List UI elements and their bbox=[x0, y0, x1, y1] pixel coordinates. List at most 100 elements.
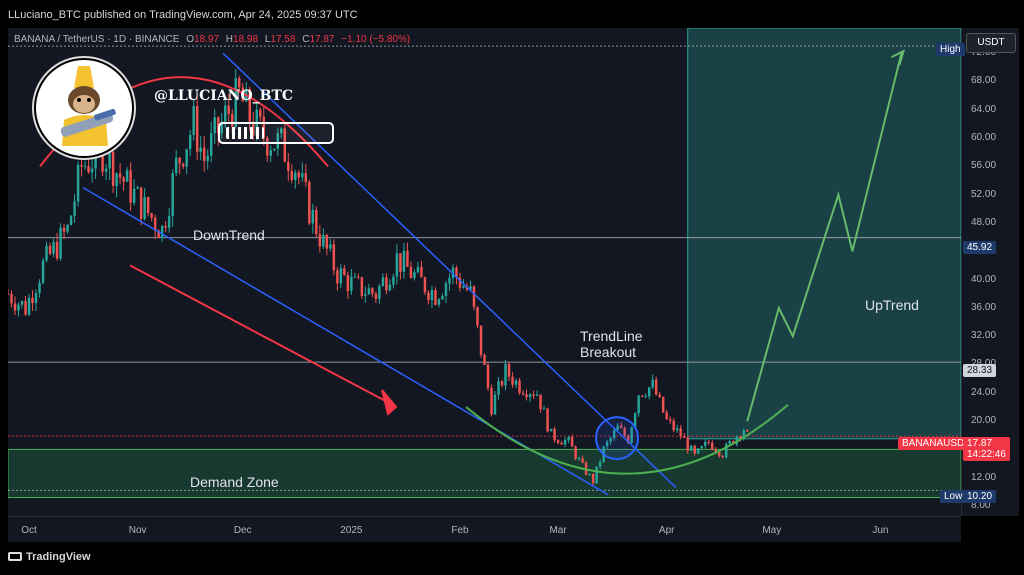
price-axis[interactable]: 72.0068.0064.0060.0056.0052.0048.0044.00… bbox=[961, 28, 1019, 516]
candle-body bbox=[556, 440, 560, 443]
candle-body bbox=[490, 388, 493, 415]
candle-body bbox=[402, 250, 406, 272]
candle-body bbox=[458, 277, 462, 288]
candle-body bbox=[66, 224, 69, 232]
published-text: LLuciano_BTC published on TradingView.co… bbox=[8, 9, 358, 21]
candle-body bbox=[479, 325, 483, 355]
price-tick-label: 52.00 bbox=[971, 188, 997, 200]
candle-body bbox=[476, 306, 479, 326]
candle-body bbox=[549, 428, 553, 432]
time-tick-label: Jun bbox=[872, 525, 889, 536]
down-arrow-line bbox=[129, 264, 391, 405]
candle-body bbox=[294, 172, 297, 180]
chart-area[interactable]: BANANA / TetherUS · 1D · BINANCE O18.97 … bbox=[8, 28, 961, 516]
tradingview-logo-icon bbox=[8, 552, 22, 561]
candle-body bbox=[406, 250, 409, 267]
candle-body bbox=[248, 88, 251, 122]
candle-body bbox=[647, 387, 651, 397]
candle-body bbox=[188, 135, 192, 150]
candle-body bbox=[80, 164, 83, 167]
candle-body bbox=[27, 297, 31, 315]
candle-body bbox=[69, 215, 73, 225]
candle-body bbox=[728, 440, 731, 444]
level-28-badge: 28.33 bbox=[963, 364, 997, 377]
candle-body bbox=[577, 458, 581, 460]
candle-body bbox=[350, 276, 353, 292]
candle-body bbox=[725, 443, 728, 458]
candle-body bbox=[34, 293, 38, 304]
candle-body bbox=[535, 394, 539, 396]
candle-body bbox=[707, 441, 710, 443]
candle-body bbox=[273, 148, 276, 151]
candle-body bbox=[462, 286, 465, 288]
time-tick-label: Oct bbox=[21, 525, 37, 536]
candle-body bbox=[160, 225, 164, 239]
candle-body bbox=[357, 276, 360, 278]
currency-button[interactable]: USDT bbox=[966, 33, 1016, 53]
candle-body bbox=[132, 188, 136, 203]
candle-body bbox=[171, 173, 174, 217]
candle-body bbox=[48, 245, 52, 254]
candle-body bbox=[374, 293, 378, 299]
candle-body bbox=[413, 272, 416, 279]
candle-body bbox=[528, 394, 532, 398]
candle-body bbox=[619, 425, 623, 428]
price-tick-label: 48.00 bbox=[971, 216, 997, 228]
candle-body bbox=[560, 442, 563, 445]
high-label: H bbox=[225, 34, 234, 45]
candle-body bbox=[108, 152, 111, 169]
time-axis[interactable]: Oct Nov Dec 2025 Feb Mar Apr May Jun bbox=[8, 516, 961, 543]
tradingview-logo-text: TradingView bbox=[26, 551, 91, 563]
candle-body bbox=[640, 395, 644, 397]
candle-body bbox=[739, 436, 742, 439]
candle-body bbox=[45, 245, 48, 261]
candle-body bbox=[353, 276, 357, 278]
bottom-curve bbox=[465, 404, 789, 475]
candle-body bbox=[486, 364, 490, 389]
tradingview-logo[interactable]: TradingView bbox=[8, 551, 91, 563]
candle-body bbox=[59, 227, 62, 259]
candle-body bbox=[612, 430, 616, 439]
candle-body bbox=[318, 234, 322, 247]
breakout-circle bbox=[595, 416, 639, 461]
trendline-breakout-label-line2: Breakout bbox=[580, 344, 637, 360]
symbol-tag-badge: BANANAUSDT bbox=[898, 437, 975, 450]
candle-body bbox=[588, 473, 591, 475]
candle-body bbox=[665, 412, 668, 420]
uptrend-label: UpTrend bbox=[865, 297, 919, 313]
candle-body bbox=[202, 147, 206, 161]
countdown: 14:22:46 bbox=[967, 449, 1006, 460]
candle-body bbox=[13, 303, 17, 311]
candle-body bbox=[711, 442, 714, 450]
time-tick-label: Feb bbox=[451, 525, 469, 536]
candle-body bbox=[10, 293, 13, 304]
symbol-legend: BANANA / TetherUS · 1D · BINANCE O18.97 … bbox=[14, 34, 410, 45]
candle-body bbox=[518, 380, 521, 393]
candle-body bbox=[553, 428, 556, 441]
candle-body bbox=[507, 363, 511, 377]
time-tick-label: 2025 bbox=[340, 525, 363, 536]
candle-body bbox=[441, 295, 444, 300]
down-arrow-head bbox=[381, 389, 398, 416]
candle-body bbox=[742, 430, 745, 439]
candle-body bbox=[689, 445, 693, 451]
cigarette-icon bbox=[218, 122, 334, 144]
candle-body bbox=[364, 294, 367, 297]
candle-body bbox=[455, 267, 458, 278]
candle-body bbox=[633, 413, 637, 428]
time-tick-label: Dec bbox=[233, 525, 252, 536]
monkey-icon bbox=[36, 60, 132, 156]
candle-body bbox=[346, 275, 350, 292]
open-value: 18.97 bbox=[193, 34, 220, 45]
candle-body bbox=[416, 266, 420, 273]
chart-svg[interactable] bbox=[8, 28, 961, 516]
time-tick-label: Mar bbox=[549, 525, 567, 536]
candle-body bbox=[297, 172, 301, 178]
candle-body bbox=[122, 177, 125, 182]
candle-body bbox=[83, 165, 87, 167]
price-tick-label: 40.00 bbox=[971, 273, 997, 285]
candle-body bbox=[231, 114, 234, 127]
trendline-breakout-label-line1: TrendLine bbox=[580, 328, 643, 344]
candle-body bbox=[668, 419, 672, 421]
candle-body bbox=[644, 396, 647, 398]
